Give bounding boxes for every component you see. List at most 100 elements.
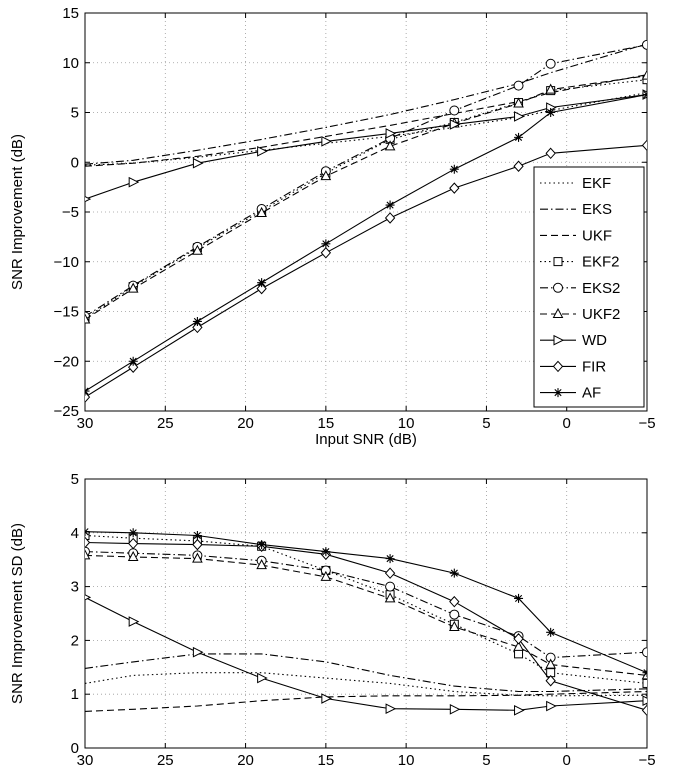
- chart1-point-eks2: [513, 80, 524, 91]
- chart1-point-ukf2: [192, 244, 203, 255]
- chart2-point-af: [546, 627, 556, 637]
- chart1-point-ukf2: [513, 97, 524, 108]
- chart1-point-af: [128, 356, 138, 366]
- chart1-legend-label-fir: FIR: [582, 358, 606, 375]
- chart1-legend-marker-ukf2: [552, 307, 564, 318]
- chart1-x-tick-label: −5: [638, 415, 655, 432]
- chart1-panel: 30 25 20 15 10 5 0 −5−25−20−15−10−5051015Input …: [9, 5, 656, 448]
- chart1-x-tick-label: 0: [563, 415, 571, 432]
- chart2-x-tick-label: 25: [157, 752, 174, 769]
- chart2-point-fir: [545, 675, 556, 687]
- chart1-series-line-fir: [85, 144, 647, 398]
- chart1-point-af: [321, 239, 331, 249]
- chart2-y-tick-label: 3: [71, 579, 79, 596]
- chart2-series-line-eks: [85, 653, 647, 693]
- chart2-point-ekf2: [85, 530, 90, 540]
- chart2-point-eks2: [385, 581, 396, 592]
- chart1-point-af: [192, 316, 202, 326]
- chart2-point-eks2: [642, 647, 647, 658]
- chart1-point-wd: [385, 128, 397, 139]
- chart1-point-af: [385, 200, 395, 210]
- chart2-point-ukf2: [513, 640, 524, 651]
- chart1-series-wd: [85, 89, 647, 203]
- chart2-series-line-fir: [85, 541, 647, 711]
- chart2-point-ukf2: [256, 559, 267, 570]
- chart2-x-tick-label: 15: [318, 752, 335, 769]
- chart1-point-wd: [514, 111, 525, 122]
- chart2-point-wd: [449, 703, 461, 715]
- chart1-legend-marker-af: [553, 388, 563, 398]
- chart1-x-tick-label: 10: [398, 415, 415, 432]
- chart1-x-tick-label: 30: [77, 415, 94, 432]
- chart1-point-af: [546, 108, 556, 117]
- chart2-point-ekf2: [642, 678, 647, 688]
- chart2-grid: [85, 479, 647, 748]
- chart2-y-tick-label: 4: [71, 525, 79, 542]
- chart2-axes-box: [84, 478, 648, 749]
- chart2-y-axis-label: SNR Improvement SD (dB): [9, 523, 26, 704]
- chart2-point-ukf2: [448, 620, 460, 631]
- chart2-point-ukf2: [320, 570, 332, 581]
- chart2-point-af: [128, 528, 138, 538]
- chart2-point-wd: [128, 616, 140, 627]
- chart2-series-ukf2: [85, 549, 647, 680]
- chart2-x-tick-label: 10: [398, 752, 415, 769]
- chart2-x-tick-label: 5: [482, 752, 490, 769]
- chart2-point-wd: [385, 703, 397, 715]
- chart2-series-ekf: [85, 672, 647, 697]
- chart1-point-wd: [257, 145, 268, 157]
- chart2-series-line-ukf2: [85, 554, 647, 676]
- chart1-point-fir: [545, 147, 556, 160]
- chart2-point-af: [85, 527, 90, 537]
- chart1-point-ukf2: [127, 282, 139, 293]
- chart1-point-af: [449, 164, 459, 174]
- chart2-series-line-af: [85, 531, 647, 674]
- chart1-point-wd: [128, 176, 140, 188]
- chart1-series-line-eks2: [85, 44, 647, 317]
- chart1-point-fir: [513, 160, 524, 172]
- chart2-series-wd: [85, 594, 647, 716]
- chart2-point-af: [385, 554, 395, 564]
- chart1-point-af: [514, 132, 524, 142]
- chart1-point-wd: [449, 119, 461, 130]
- chart1-series-eks: [85, 43, 647, 165]
- chart1-series-af: [85, 90, 647, 396]
- chart2-point-fir: [85, 536, 91, 549]
- chart2-series-line-ukf: [85, 690, 647, 712]
- chart2-point-ukf2: [192, 552, 203, 563]
- chart2-series-ukf: [85, 690, 647, 712]
- chart2-point-wd: [85, 594, 92, 601]
- chart2-point-ukf2: [127, 550, 139, 562]
- chart1-point-ukf2: [320, 170, 332, 181]
- chart1-point-wd: [85, 196, 92, 203]
- chart2-y-tick-label: 2: [71, 632, 79, 649]
- chart2-series-af: [85, 527, 647, 678]
- chart1-point-eks2: [642, 39, 647, 50]
- chart2-point-fir: [513, 633, 524, 645]
- chart1-y-tick-label: 5: [71, 105, 79, 122]
- chart2-series-line-ekf: [85, 672, 647, 697]
- chart1-legend-box: [533, 166, 645, 408]
- chart1-series-line-ukf2: [85, 75, 647, 320]
- chart2-point-af: [321, 547, 331, 557]
- chart1-legend: EKF EKS UKF EKF2 EKS2 UKF2 WD FIR AF: [533, 166, 645, 408]
- chart2-point-wd: [257, 672, 268, 684]
- chart1-point-fir: [85, 391, 91, 403]
- chart2-x-tick-label: 30: [77, 752, 94, 769]
- chart1-point-fir: [384, 212, 396, 224]
- chart1-point-wd: [192, 157, 204, 169]
- chart1-point-ukf2: [85, 313, 91, 324]
- chart1-x-tick-label: 25: [157, 415, 174, 432]
- chart2-point-ukf2: [85, 549, 91, 560]
- chart1-point-ukf2: [256, 206, 267, 217]
- chart2-series-line-ekf2: [85, 534, 647, 684]
- chart1-y-tick-label: −5: [62, 204, 79, 221]
- chart1-point-af: [642, 90, 647, 100]
- chart2-point-fir: [192, 538, 203, 551]
- chart1-legend-marker-wd: [553, 334, 565, 346]
- chart1-point-af: [257, 278, 267, 288]
- chart1-point-fir: [449, 182, 460, 194]
- chart1-point-fir: [641, 139, 647, 152]
- chart2-point-fir: [449, 595, 460, 608]
- chart1-point-fir: [320, 247, 332, 259]
